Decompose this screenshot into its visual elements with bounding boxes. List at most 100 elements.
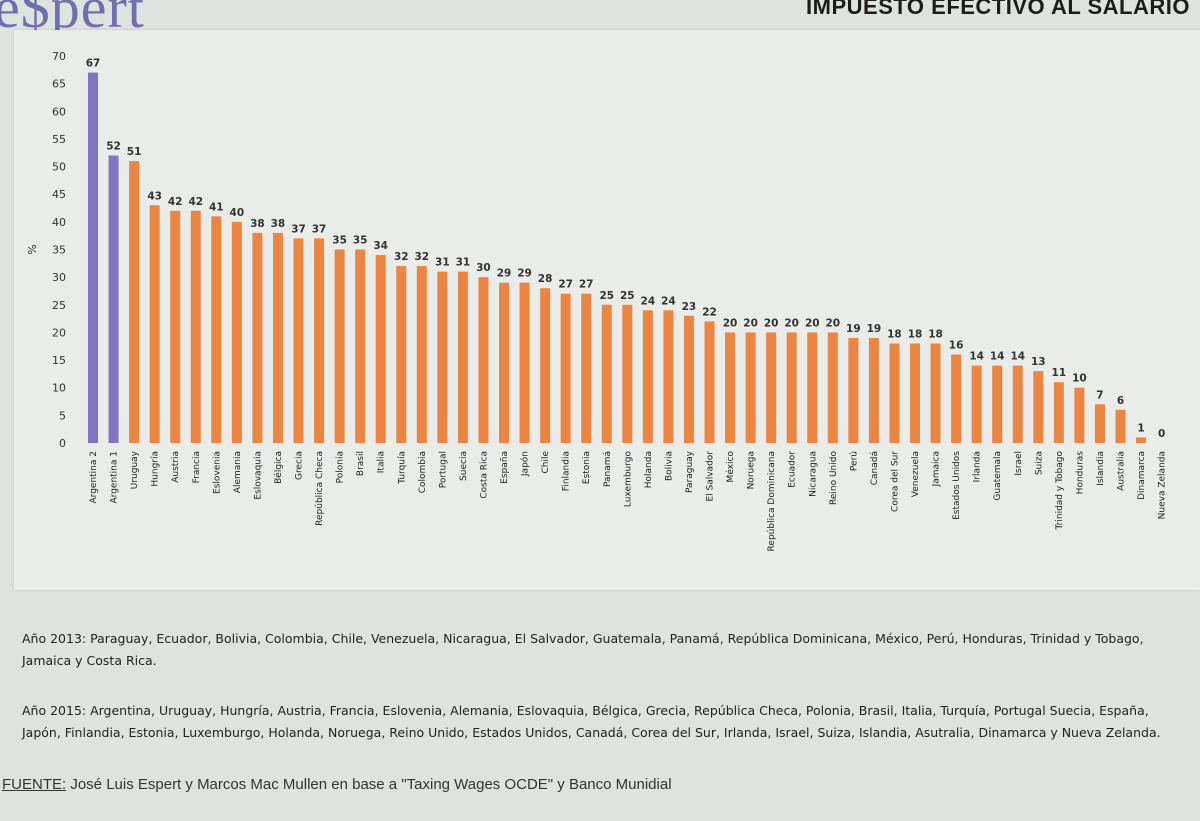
- bar: [293, 238, 304, 443]
- category-label: Australia: [1117, 451, 1127, 491]
- y-axis-label: %: [26, 244, 39, 254]
- data-label: 38: [250, 218, 265, 230]
- bar: [149, 205, 160, 443]
- bar: [170, 210, 181, 443]
- data-label: 20: [784, 317, 799, 329]
- y-tick-label: 50: [52, 161, 66, 174]
- bar: [314, 238, 325, 443]
- data-label: 41: [209, 201, 224, 213]
- note-year-2015: Año 2015: Argentina, Uruguay, Hungría, A…: [22, 703, 1161, 740]
- category-label: Reino Unido: [829, 451, 839, 505]
- category-label: Dinamarca: [1137, 451, 1147, 500]
- category-label: Polonia: [336, 451, 346, 483]
- bar: [601, 304, 612, 443]
- category-label: Nueva Zelanda: [1158, 451, 1168, 519]
- data-label: 0: [1158, 428, 1165, 440]
- data-label: 28: [538, 273, 553, 285]
- bar: [889, 343, 900, 443]
- data-label: 37: [291, 223, 306, 235]
- data-label: 25: [620, 290, 635, 302]
- data-label: 7: [1096, 389, 1103, 401]
- y-tick-label: 60: [52, 105, 66, 118]
- bar: [581, 293, 592, 443]
- y-tick-label: 45: [52, 188, 66, 201]
- data-label: 29: [497, 268, 512, 280]
- page-title: IMPUESTO EFECTIVO AL SALARIO: [806, 0, 1190, 19]
- data-label: 29: [517, 268, 532, 280]
- y-tick-label: 0: [59, 437, 66, 450]
- data-label: 34: [373, 240, 388, 252]
- bar: [971, 365, 982, 443]
- category-label: Jamaica: [932, 451, 942, 487]
- bar: [437, 271, 448, 443]
- bar: [231, 221, 242, 443]
- bar: [868, 337, 879, 443]
- category-label: Portugal: [438, 451, 448, 488]
- y-tick-label: 15: [52, 354, 66, 367]
- data-label: 37: [312, 223, 327, 235]
- data-label: 42: [188, 196, 203, 208]
- data-label: 20: [764, 317, 779, 329]
- source-text: José Luis Espert y Marcos Mac Mullen en …: [66, 776, 672, 793]
- data-label: 27: [579, 279, 594, 291]
- data-label: 25: [599, 290, 614, 302]
- category-label: Honduras: [1075, 451, 1085, 495]
- category-label: Bolivia: [664, 451, 674, 481]
- bar: [848, 337, 859, 443]
- note-year-2013: Año 2013: Paraguay, Ecuador, Bolivia, Co…: [22, 631, 1144, 668]
- data-label: 32: [394, 251, 409, 263]
- data-label: 43: [147, 190, 162, 202]
- data-label: 31: [435, 257, 450, 269]
- data-label: 32: [414, 251, 429, 263]
- category-label: El Salvador: [706, 451, 716, 502]
- category-label: Corea del Sur: [890, 451, 900, 512]
- category-label: Suiza: [1034, 451, 1044, 475]
- y-tick-label: 30: [52, 271, 66, 284]
- bar: [1136, 437, 1147, 443]
- bar: [211, 216, 222, 443]
- data-label: 19: [846, 323, 861, 335]
- bar: [807, 332, 818, 443]
- bar: [252, 232, 263, 443]
- category-label: Ecuador: [788, 451, 798, 488]
- bar: [355, 249, 366, 443]
- bar: [1033, 371, 1044, 443]
- data-label: 18: [908, 328, 923, 340]
- category-label: Perú: [849, 451, 859, 471]
- source-label: FUENTE:: [2, 776, 67, 793]
- data-label: 16: [949, 340, 964, 352]
- category-label: Luxemburgo: [623, 451, 633, 508]
- data-label: 35: [353, 235, 368, 247]
- bar: [910, 343, 920, 443]
- category-label: Francia: [192, 451, 202, 483]
- data-label: 6: [1117, 395, 1124, 407]
- data-label: 19: [867, 323, 882, 335]
- data-label: 27: [558, 279, 573, 291]
- category-label: Argentina 2: [89, 451, 99, 504]
- bar: [334, 249, 345, 443]
- bar: [827, 332, 838, 443]
- bar: [704, 321, 715, 443]
- bar: [930, 343, 941, 443]
- category-label: Hungría: [151, 451, 161, 487]
- category-label: Noruega: [747, 451, 757, 489]
- category-label: México: [725, 451, 736, 483]
- data-label: 18: [887, 328, 902, 340]
- bar: [725, 332, 736, 443]
- category-label: Uruguay: [130, 450, 140, 489]
- data-label: 67: [86, 58, 101, 70]
- data-label: 51: [127, 146, 142, 158]
- data-label: 24: [661, 295, 676, 307]
- category-label: Trinidad y Tobago: [1055, 451, 1065, 531]
- category-label: Argentina 1: [110, 451, 120, 504]
- category-label: Austria: [171, 451, 181, 483]
- y-tick-label: 20: [52, 326, 66, 339]
- bar: [642, 310, 653, 443]
- y-tick-label: 70: [52, 50, 66, 63]
- bar: [499, 282, 509, 443]
- y-tick-label: 55: [52, 133, 66, 146]
- category-label: Estonia: [582, 451, 592, 484]
- bar: [663, 310, 674, 443]
- bar: [272, 232, 283, 443]
- bar: [540, 288, 551, 443]
